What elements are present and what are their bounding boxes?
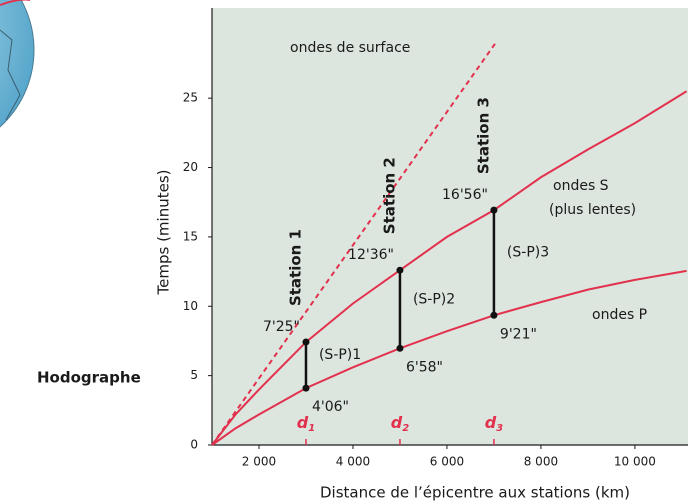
x-tick-label: 6 000 xyxy=(430,455,464,469)
d-label: d1 xyxy=(297,413,315,435)
y-tick-label: 25 xyxy=(183,91,198,105)
d-letter: d xyxy=(391,413,403,432)
y-tick-label: 0 xyxy=(190,438,198,452)
series-label: ondes de surface xyxy=(290,40,410,56)
x-tick-label: 8 000 xyxy=(524,455,558,469)
p-value-label: 4'06" xyxy=(312,399,349,415)
sp-label: (S-P)3 xyxy=(507,245,549,261)
p-value-label: 9'21" xyxy=(500,326,537,342)
y-tick-label: 5 xyxy=(190,368,198,382)
x-tick-label: 2 000 xyxy=(242,455,276,469)
s-value-label: 7'25" xyxy=(263,319,300,335)
d-label: d2 xyxy=(391,413,409,435)
s-value-label: 16'56" xyxy=(442,187,488,203)
station-p-point xyxy=(490,311,498,319)
station-label: Station 3 xyxy=(474,97,492,174)
y-axis-label: Temps (minutes) xyxy=(155,170,173,296)
series-label: ondes S xyxy=(553,178,609,194)
globe-illustration xyxy=(0,0,35,128)
y-tick-label: 10 xyxy=(183,299,198,313)
station-s-point xyxy=(302,338,310,346)
station-s-point xyxy=(396,266,404,274)
d-subscript: 3 xyxy=(496,423,503,434)
series-line xyxy=(211,269,687,446)
x-tick-label: 10 000 xyxy=(614,455,656,469)
sp-label: (S-P)1 xyxy=(319,347,361,363)
station-label: Station 1 xyxy=(286,229,304,306)
series-line xyxy=(211,90,688,446)
series-note: (plus lentes) xyxy=(549,202,636,218)
y-tick-label: 20 xyxy=(183,160,198,174)
d-label: d3 xyxy=(485,413,503,435)
station-label: Station 2 xyxy=(380,157,398,234)
y-tick-label: 15 xyxy=(183,229,198,243)
series-line xyxy=(211,40,498,446)
station-p-point xyxy=(302,384,310,392)
station-p-point xyxy=(396,344,404,352)
s-value-label: 12'36" xyxy=(348,247,394,263)
x-tick-label: 4 000 xyxy=(336,455,370,469)
d-subscript: 1 xyxy=(308,423,315,434)
p-value-label: 6'58" xyxy=(406,359,443,375)
station-s-point xyxy=(490,206,498,214)
d-letter: d xyxy=(297,413,309,432)
d-subscript: 2 xyxy=(402,423,409,434)
plot-area xyxy=(212,8,688,445)
x-axis-label: Distance de l’épicentre aux stations (km… xyxy=(320,484,630,502)
sp-label: (S-P)2 xyxy=(413,291,455,307)
chart-title: Hodographe xyxy=(37,369,141,387)
d-letter: d xyxy=(485,413,497,432)
series-label: ondes P xyxy=(592,307,647,323)
